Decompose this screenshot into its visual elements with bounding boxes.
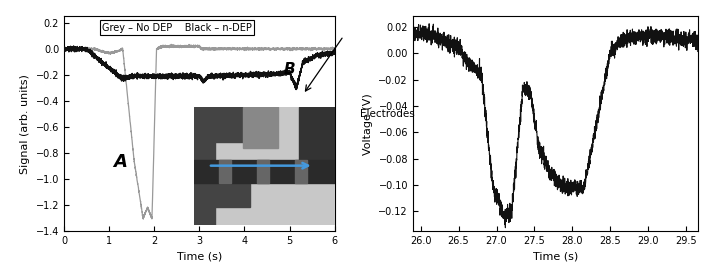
Text: B: B	[283, 62, 295, 77]
X-axis label: Time (s): Time (s)	[533, 252, 578, 262]
Text: A: A	[112, 153, 127, 171]
X-axis label: Time (s): Time (s)	[177, 252, 222, 262]
Text: Electrodes: Electrodes	[360, 109, 414, 119]
Y-axis label: Voltage (V): Voltage (V)	[363, 93, 373, 155]
Y-axis label: Signal (arb. units): Signal (arb. units)	[20, 74, 30, 174]
Text: Grey – No DEP    Black – n-DEP: Grey – No DEP Black – n-DEP	[102, 23, 252, 33]
